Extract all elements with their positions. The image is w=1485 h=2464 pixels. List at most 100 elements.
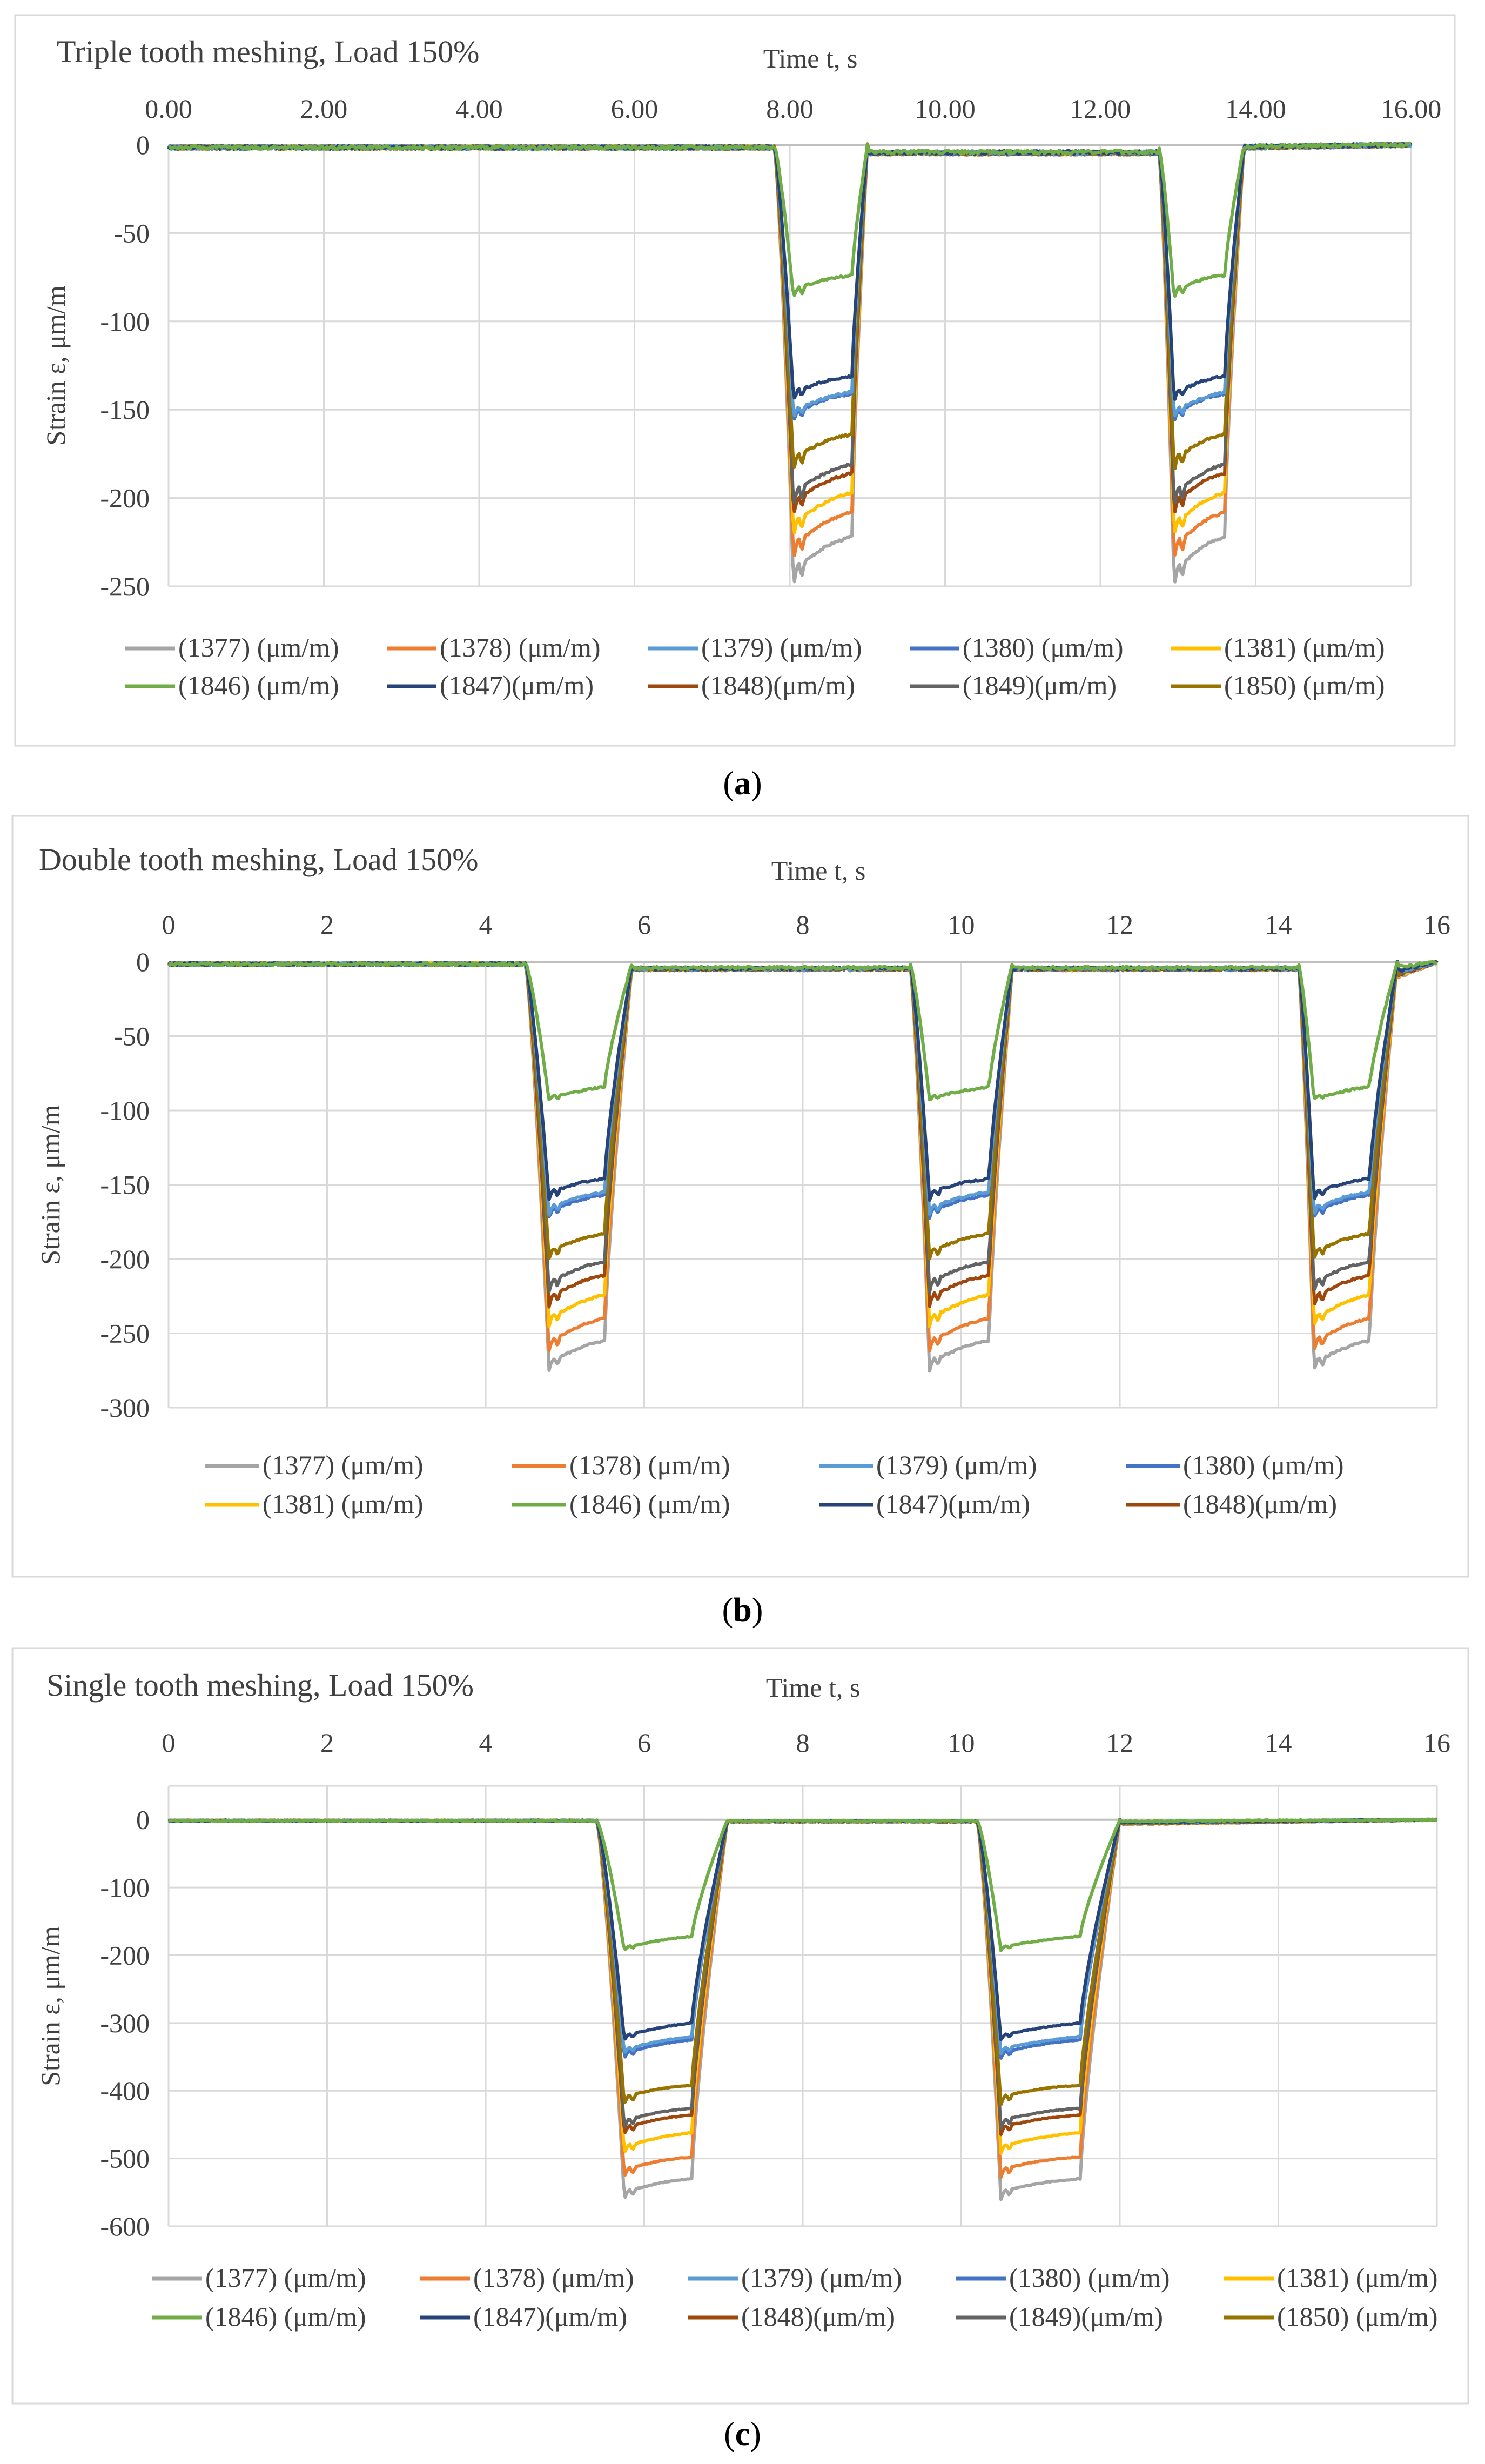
legend-label: (1850) (μm/m) — [1277, 2301, 1438, 2332]
x-tick-label: 14 — [1265, 1728, 1292, 1758]
y-tick-label: -200 — [100, 483, 150, 513]
x-tick-label: 12.00 — [1070, 93, 1131, 124]
x-tick-label: 4 — [479, 909, 493, 940]
y-tick-label: -300 — [100, 1392, 150, 1423]
series-line — [167, 1818, 1437, 2060]
chart-title: Double tooth meshing, Load 150% — [39, 842, 479, 877]
x-tick-label: 4.00 — [455, 93, 503, 124]
legend-label: (1379) (μm/m) — [701, 632, 862, 662]
y-tick-label: -100 — [100, 1095, 150, 1126]
x-tick-label: 8.00 — [766, 93, 814, 124]
legend-label: (1378) (μm/m) — [440, 632, 601, 662]
series-line — [168, 960, 1438, 1217]
legend-label: (1378) (μm/m) — [473, 2262, 634, 2293]
legend-label: (1850) (μm/m) — [1224, 670, 1385, 700]
x-tick-label: 12 — [1106, 909, 1133, 940]
legend-label: (1377) (μm/m) — [205, 2262, 366, 2293]
x-tick-label: 6.00 — [611, 93, 658, 124]
chart-0: 0.00 2.00 4.00 6.00 8.00 10.00 12.00 14.00 16.00… — [14, 14, 1456, 747]
series-line — [168, 1817, 1437, 2130]
series-line — [168, 1818, 1437, 2201]
legend-label: (1378) (μm/m) — [569, 1450, 730, 1480]
series-line — [167, 141, 1413, 401]
series-line — [167, 142, 1413, 557]
x-tick-label: 2 — [320, 909, 334, 940]
series-line — [168, 960, 1439, 1261]
legend-label: (1377) (μm/m) — [263, 1450, 424, 1480]
x-tick-label: 0 — [162, 1728, 176, 1758]
series-line — [167, 142, 1412, 471]
series-line — [167, 960, 1438, 1309]
legend-label: (1379) (μm/m) — [876, 1450, 1037, 1480]
y-tick-label: -100 — [100, 306, 150, 337]
x-tick-label: 0 — [162, 909, 176, 940]
series-line — [167, 960, 1438, 1102]
chart-1: 0 2 4 6 8 10 12 14 16 0 -50 -100 -150 -200 -250 -300 Dou… — [11, 815, 1469, 1578]
legend-label: (1848)(μm/m) — [701, 670, 855, 700]
y-tick-label: -50 — [113, 218, 150, 248]
x-tick-label: 12 — [1106, 1728, 1133, 1758]
caption-b: (b) — [722, 1592, 763, 1629]
series-line — [167, 142, 1412, 504]
series-line — [167, 1817, 1438, 2106]
legend-label: (1381) (μm/m) — [1277, 2262, 1438, 2293]
series-line — [167, 142, 1413, 421]
x-tick-label: 2.00 — [300, 93, 348, 124]
series-line — [168, 1818, 1438, 2179]
x-axis-label: Time t, s — [763, 43, 858, 73]
series-line — [167, 959, 1438, 1353]
series-line — [168, 1817, 1437, 2137]
series-line — [167, 142, 1412, 534]
y-tick-label: -300 — [100, 2008, 150, 2038]
legend-label: (1379) (μm/m) — [741, 2262, 902, 2293]
legend-label: (1847)(μm/m) — [876, 1489, 1030, 1519]
series-line — [168, 1817, 1437, 1952]
series-line — [167, 1817, 1437, 2041]
chart-2: 0 2 4 6 8 10 12 14 16 0 -100 -200 -300 -400 -500 -600 Si… — [11, 1647, 1469, 2405]
legend-label: (1848)(μm/m) — [1183, 1489, 1337, 1519]
y-tick-label: -500 — [100, 2144, 150, 2174]
chart-frame — [11, 1647, 1469, 2405]
series-line — [168, 142, 1412, 298]
series-line — [168, 1817, 1438, 2055]
legend-label: (1849)(μm/m) — [963, 670, 1117, 700]
y-tick-label: -250 — [100, 571, 150, 601]
x-tick-label: 16.00 — [1381, 93, 1442, 124]
series-line — [168, 142, 1412, 514]
chart-title: Triple tooth meshing, Load 150% — [57, 34, 479, 69]
legend-label: (1380) (μm/m) — [1183, 1450, 1344, 1480]
series-line — [167, 960, 1438, 1373]
x-tick-label: 10 — [948, 909, 975, 940]
y-axis-label: Strain ε, μm/m — [35, 1926, 65, 2086]
x-axis-label: Time t, s — [766, 1672, 861, 1703]
y-tick-label: -100 — [100, 1872, 150, 1903]
series-line — [168, 142, 1412, 584]
legend-label: (1846) (μm/m) — [178, 670, 339, 700]
y-tick-label: -600 — [100, 2211, 150, 2241]
x-tick-label: 16 — [1423, 909, 1450, 940]
y-tick-label: -50 — [113, 1021, 150, 1052]
x-tick-label: 10.00 — [915, 93, 976, 124]
y-tick-label: 0 — [136, 1805, 150, 1835]
caption-c: (c) — [724, 2416, 761, 2453]
series-line — [167, 1817, 1438, 2155]
legend-label: (1848)(μm/m) — [741, 2301, 895, 2332]
chart-frame — [14, 14, 1456, 747]
x-tick-label: 6 — [637, 1728, 651, 1758]
x-axis-label: Time t, s — [771, 855, 866, 886]
y-tick-label: -200 — [100, 1940, 150, 1970]
y-tick-label: -150 — [100, 394, 150, 425]
x-tick-label: 16 — [1423, 1728, 1450, 1758]
y-axis-label: Strain ε, μm/m — [35, 1104, 65, 1265]
x-tick-label: 0.00 — [145, 93, 192, 124]
y-tick-label: -250 — [100, 1318, 150, 1349]
legend-label: (1847)(μm/m) — [440, 670, 594, 700]
x-tick-label: 14 — [1265, 909, 1292, 940]
series-line — [167, 959, 1439, 1202]
x-tick-label: 2 — [320, 1728, 334, 1758]
legend-label: (1847)(μm/m) — [473, 2301, 627, 2332]
legend-label: (1380) (μm/m) — [1009, 2262, 1170, 2293]
legend-label: (1381) (μm/m) — [1224, 632, 1385, 662]
y-tick-label: -400 — [100, 2075, 150, 2106]
series-line — [167, 142, 1412, 418]
